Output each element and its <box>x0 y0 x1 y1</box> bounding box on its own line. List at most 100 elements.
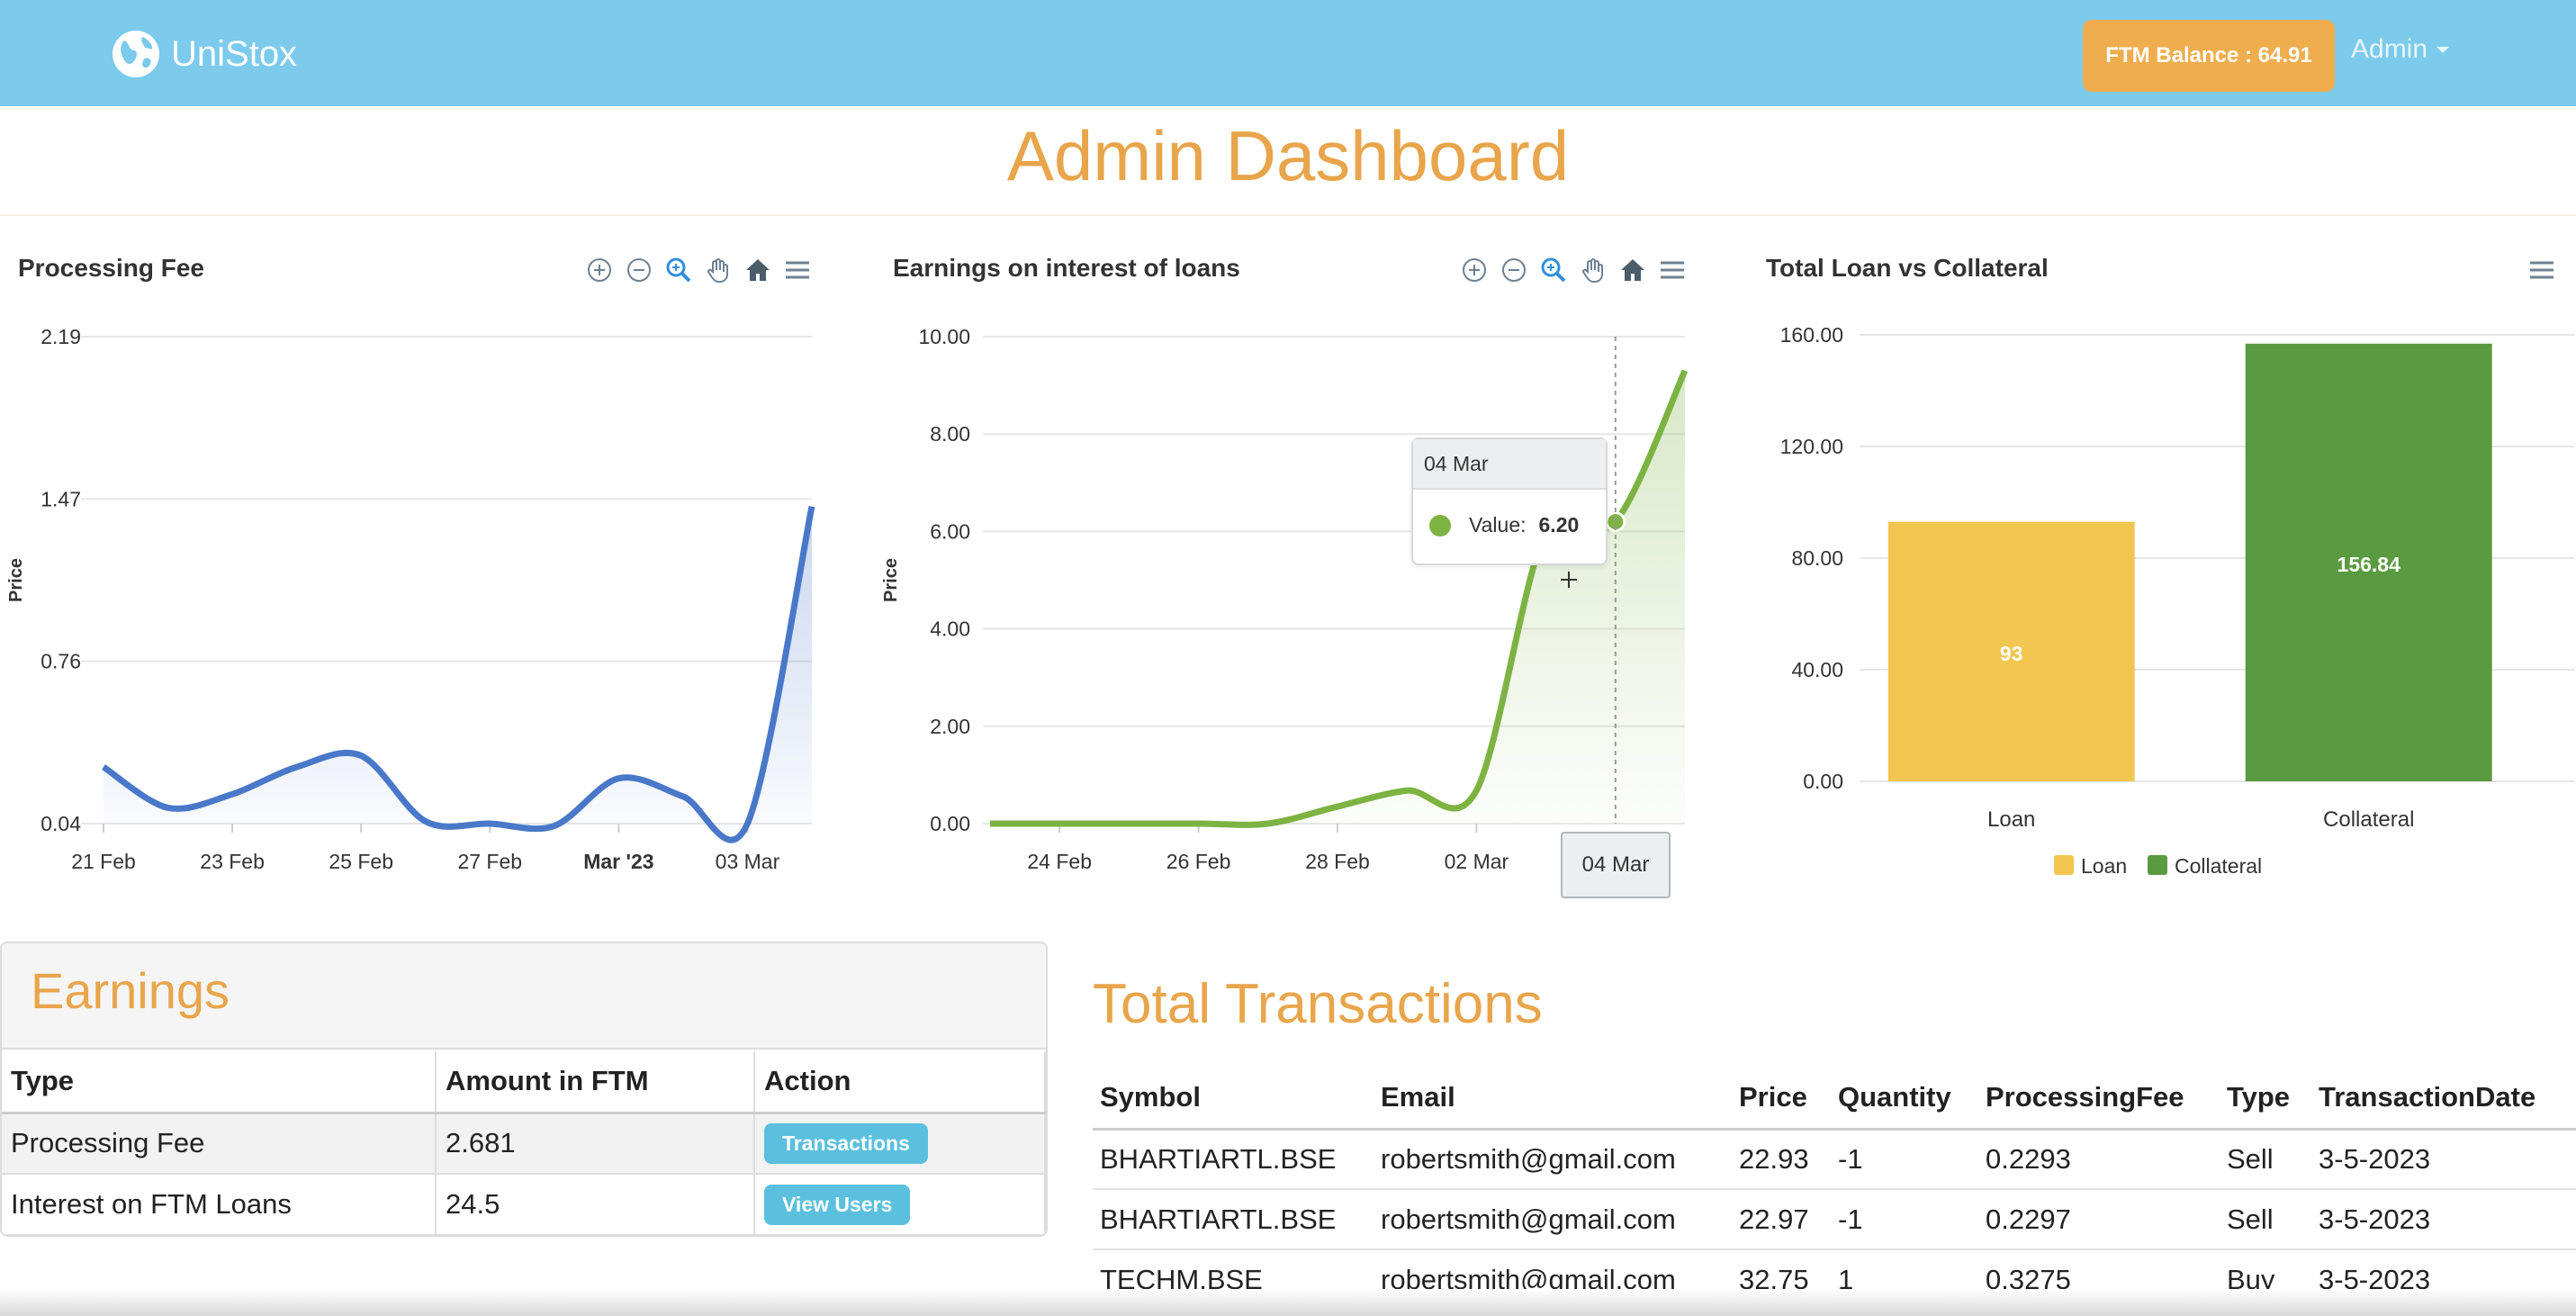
chart-title: Earnings on interest of loans <box>893 254 1240 282</box>
earnings-panel: Earnings Type Amount in FTM Action Proce… <box>0 942 1048 1237</box>
chart-toolbar <box>583 254 814 286</box>
price-cell: 22.93 <box>1732 1129 1831 1190</box>
home-icon[interactable] <box>1617 254 1649 286</box>
earning-amount: 24.5 <box>436 1174 755 1235</box>
legend-swatch <box>2054 855 2074 875</box>
transactions-table: Symbol Email Price Quantity ProcessingFe… <box>1093 1068 2576 1311</box>
column-header: Type <box>2 1051 437 1114</box>
x-category-label: Collateral <box>2323 807 2414 832</box>
view-users-button[interactable]: View Users <box>764 1184 911 1225</box>
table-header-row: Type Amount in FTM Action <box>2 1051 1046 1114</box>
legend-label: Collateral <box>2175 854 2262 878</box>
series-marker-icon <box>1429 514 1451 536</box>
zoom-in-icon[interactable] <box>583 254 616 286</box>
column-header: Type <box>2220 1068 2311 1131</box>
x-tick-label: 28 Feb <box>1305 850 1370 873</box>
bar-data-label: 156.84 <box>2337 553 2401 576</box>
x-axis-crosshair-label: 04 Mar <box>1561 832 1671 898</box>
chart-canvas: 2.19 1.47 0.76 0.04 Price 21 Feb 23 Feb 25 Feb 2… <box>6 325 815 873</box>
table-row: BHARTIARTL.BSE robertsmith@gmail.com 22.… <box>1093 1189 2576 1250</box>
y-tick-label: 0.00 <box>930 812 970 835</box>
x-tick-label: 24 Feb <box>1027 850 1092 873</box>
processing-fee-chart: Processing Fee 2.19 1.47 0.76 0.04 Price 21 F… <box>0 243 837 909</box>
zoom-out-icon[interactable] <box>623 254 655 286</box>
cursor-crosshair-icon <box>1561 572 1577 588</box>
x-category-label: Loan <box>1987 807 2035 832</box>
page-title: Admin Dashboard <box>1006 116 1570 195</box>
earnings-table: Type Amount in FTM Action Processing Fee… <box>2 1051 1046 1235</box>
pan-hand-icon[interactable] <box>702 254 734 286</box>
y-axis-title: Price <box>881 558 901 602</box>
admin-label: Admin <box>2351 34 2428 64</box>
brand-name: UniStox <box>171 33 298 74</box>
chart-tooltip: 04 Mar Value: 6.20 <box>1411 437 1608 565</box>
bar <box>1887 521 2135 781</box>
legend-label: Loan <box>2081 854 2127 878</box>
bar <box>2245 343 2492 781</box>
navbar: UniStox FTM Balance : 64.91 Admin <box>0 0 2576 106</box>
caret-down-icon <box>2436 46 2450 53</box>
transactions-button[interactable]: Transactions <box>764 1122 928 1164</box>
home-icon[interactable] <box>742 254 774 286</box>
symbol-cell: BHARTIARTL.BSE <box>1093 1129 1374 1190</box>
tooltip-value: 6.20 <box>1538 513 1580 536</box>
price-cell: 22.97 <box>1732 1189 1831 1250</box>
bar-data-label: 93 <box>2000 642 2023 665</box>
y-tick-label: 40.00 <box>1791 658 1843 681</box>
tooltip-date: 04 Mar <box>1413 439 1606 490</box>
globe-icon <box>113 31 159 77</box>
menu-icon[interactable] <box>1656 254 1689 286</box>
selection-zoom-icon[interactable] <box>662 254 695 286</box>
admin-dropdown[interactable]: Admin <box>2351 34 2450 65</box>
earning-type: Interest on FTM Loans <box>2 1174 437 1235</box>
table-header-row: Symbol Email Price Quantity ProcessingFe… <box>1093 1068 2576 1131</box>
zoom-out-icon[interactable] <box>1498 254 1530 286</box>
window-edge <box>0 1289 2576 1316</box>
x-tick-label: 27 Feb <box>457 850 522 873</box>
zoom-in-icon[interactable] <box>1458 254 1491 286</box>
x-tick-label: 03 Mar <box>716 850 780 873</box>
x-tick-label: 25 Feb <box>329 850 393 873</box>
date-cell: 3-5-2023 <box>2311 1189 2576 1250</box>
legend-swatch <box>2148 855 2167 875</box>
y-tick-label: 10.00 <box>918 325 970 348</box>
symbol-cell: BHARTIARTL.BSE <box>1093 1189 1374 1250</box>
column-header: Action <box>754 1051 1046 1114</box>
series-line <box>102 506 815 843</box>
column-header: Quantity <box>1831 1068 1978 1131</box>
chart-title: Processing Fee <box>18 254 204 282</box>
y-tick-label: 2.00 <box>930 715 970 738</box>
y-axis-title: Price <box>6 558 26 602</box>
chart-toolbar <box>1458 254 1689 286</box>
date-cell: 3-5-2023 <box>2311 1129 2576 1190</box>
y-tick-label: 1.47 <box>41 487 81 510</box>
column-header: Price <box>1732 1068 1831 1131</box>
y-tick-label: 0.76 <box>41 650 81 673</box>
y-tick-label: 0.00 <box>1803 770 1843 793</box>
quantity-cell: -1 <box>1831 1129 1978 1190</box>
chart-title: Total Loan vs Collateral <box>1766 254 2049 282</box>
y-tick-label: 6.00 <box>930 519 970 543</box>
selection-zoom-icon[interactable] <box>1537 254 1570 286</box>
x-tick-label: Mar '23 <box>583 850 653 873</box>
column-header: ProcessingFee <box>1978 1068 2220 1131</box>
y-tick-label: 80.00 <box>1791 546 1843 570</box>
pan-hand-icon[interactable] <box>1577 254 1609 286</box>
column-header: TransactionDate <box>2311 1068 2576 1131</box>
table-row: BHARTIARTL.BSE robertsmith@gmail.com 22.… <box>1093 1129 2576 1190</box>
brand-logo-link[interactable]: UniStox <box>110 27 297 81</box>
chart-canvas: 10.00 8.00 6.00 4.00 2.00 0.00 Price 24 Feb 26 F… <box>881 325 1689 873</box>
earning-type: Processing Fee <box>2 1113 437 1175</box>
table-row: Processing Fee 2.681 Transactions <box>2 1113 1046 1175</box>
menu-icon[interactable] <box>2526 254 2558 286</box>
email-cell: robertsmith@gmail.com <box>1374 1129 1732 1190</box>
ftm-balance-badge: FTM Balance : 64.91 <box>2083 20 2335 92</box>
column-header: Email <box>1374 1068 1732 1131</box>
x-tick-label: 21 Feb <box>71 850 136 873</box>
menu-icon[interactable] <box>781 254 814 286</box>
x-tick-label: 26 Feb <box>1166 850 1231 873</box>
interest-earnings-chart: Earnings on interest of loans 10.00 8.00 6… <box>875 243 1703 909</box>
type-cell: Sell <box>2220 1189 2311 1250</box>
tooltip-label: Value: <box>1469 513 1527 536</box>
y-tick-label: 0.04 <box>41 812 81 835</box>
